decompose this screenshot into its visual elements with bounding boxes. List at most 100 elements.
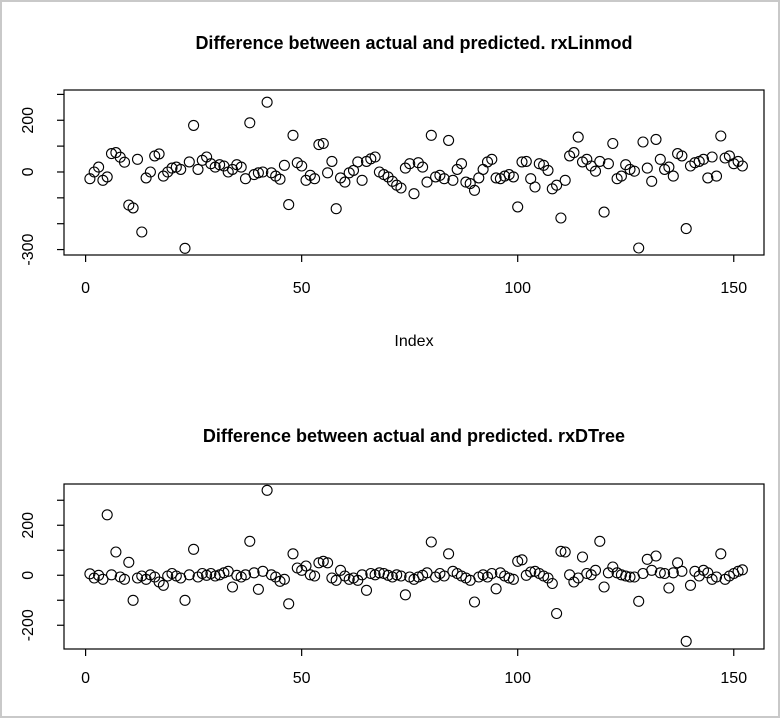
data-point xyxy=(710,571,723,583)
data-point xyxy=(702,172,714,184)
data-point xyxy=(455,158,468,170)
data-point xyxy=(516,554,528,566)
plot1-title: Difference between actual and predicted.… xyxy=(195,33,633,53)
plot1-x-axis-title: Index xyxy=(394,333,434,350)
data-point xyxy=(646,564,658,576)
data-point xyxy=(339,176,351,188)
data-point xyxy=(283,199,295,211)
data-point xyxy=(369,151,381,163)
data-point xyxy=(317,137,329,150)
data-point xyxy=(546,183,558,195)
data-point xyxy=(598,206,610,218)
data-point xyxy=(313,139,325,151)
data-point xyxy=(343,573,355,585)
data-point xyxy=(598,581,610,593)
data-point xyxy=(421,176,433,188)
data-point xyxy=(239,569,252,581)
data-point xyxy=(296,160,308,172)
data-point xyxy=(646,175,658,187)
data-point xyxy=(322,557,334,569)
data-point xyxy=(309,570,321,582)
data-point xyxy=(507,573,519,585)
data-point xyxy=(101,509,113,521)
data-point xyxy=(715,130,727,142)
data-point xyxy=(710,170,723,182)
data-point xyxy=(283,598,295,610)
data-point xyxy=(175,163,187,175)
data-point xyxy=(551,179,563,191)
data-point xyxy=(499,170,511,182)
data-point xyxy=(179,594,191,606)
data-point xyxy=(594,155,606,167)
y-tick-label: -200 xyxy=(20,609,37,641)
data-point xyxy=(680,635,692,647)
data-point xyxy=(395,570,407,582)
data-point xyxy=(529,181,541,193)
data-point xyxy=(715,548,727,560)
data-point xyxy=(425,129,437,141)
data-point xyxy=(404,158,416,170)
data-point xyxy=(360,584,373,596)
data-point xyxy=(270,571,282,583)
data-point xyxy=(443,134,455,146)
data-point xyxy=(624,571,636,583)
data-point xyxy=(287,129,299,141)
data-point xyxy=(667,170,679,182)
data-point xyxy=(620,570,632,582)
data-point xyxy=(123,556,135,568)
data-point xyxy=(676,565,688,577)
data-point xyxy=(105,569,118,581)
y-tick-label: 0 xyxy=(20,167,37,176)
data-point xyxy=(503,572,515,584)
data-point xyxy=(97,573,109,585)
data-point xyxy=(309,173,321,185)
data-point xyxy=(507,171,519,183)
x-tick-label: 50 xyxy=(293,670,311,687)
data-point xyxy=(287,548,299,560)
data-point xyxy=(300,560,312,572)
data-point xyxy=(157,579,169,591)
data-point xyxy=(183,569,195,581)
data-point xyxy=(330,574,342,586)
data-point xyxy=(650,550,662,562)
data-point xyxy=(676,150,688,162)
data-point xyxy=(140,172,152,184)
data-point xyxy=(589,564,602,576)
data-point xyxy=(615,569,627,581)
data-point xyxy=(153,148,165,160)
data-point xyxy=(525,566,537,578)
data-point xyxy=(127,594,139,606)
data-point xyxy=(356,174,368,186)
data-point xyxy=(490,583,502,595)
data-point xyxy=(663,582,675,594)
data-point xyxy=(516,156,528,168)
data-point xyxy=(659,567,671,580)
data-point xyxy=(257,166,269,178)
data-point xyxy=(399,162,411,174)
data-point xyxy=(304,569,316,581)
data-point xyxy=(477,163,489,175)
data-point xyxy=(594,535,606,547)
data-point xyxy=(214,159,226,171)
data-point xyxy=(274,173,286,185)
x-tick-label: 100 xyxy=(504,280,531,297)
data-point xyxy=(326,155,338,167)
data-point xyxy=(84,568,96,580)
y-tick-label: 200 xyxy=(20,107,37,134)
data-point xyxy=(235,161,247,173)
data-point xyxy=(615,170,627,182)
data-point xyxy=(412,157,424,169)
data-point xyxy=(667,567,679,579)
data-point xyxy=(628,165,640,177)
x-tick-label: 50 xyxy=(293,280,311,297)
y-tick-label: -300 xyxy=(20,233,37,265)
x-tick-label: 100 xyxy=(504,670,531,687)
data-point xyxy=(654,567,666,579)
data-point xyxy=(278,159,290,171)
data-point xyxy=(438,570,450,582)
data-point xyxy=(468,184,481,196)
data-point xyxy=(192,163,204,175)
data-point xyxy=(386,175,398,187)
